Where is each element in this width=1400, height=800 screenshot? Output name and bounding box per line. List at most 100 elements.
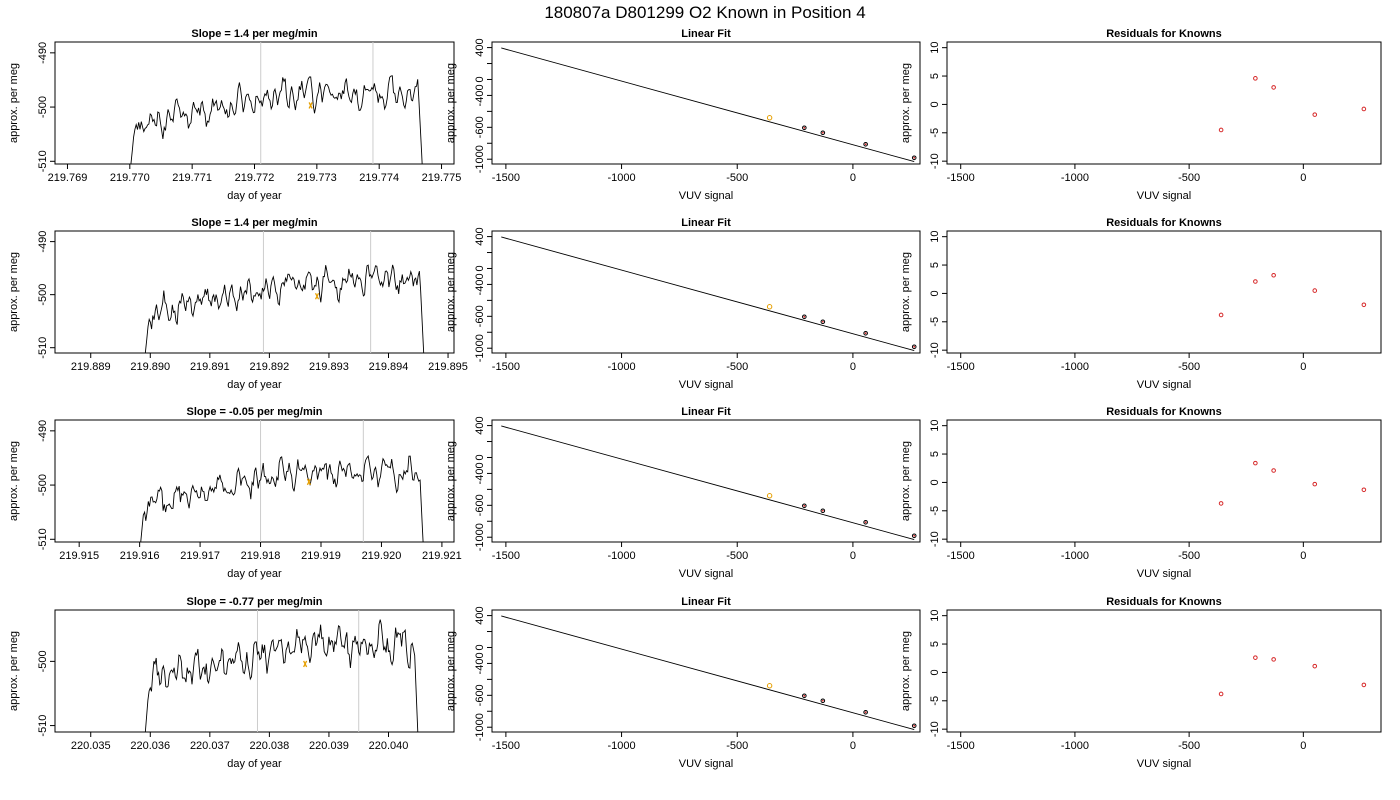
fit-point [863,142,868,147]
plot-area [140,420,424,542]
fit-point [911,723,917,729]
signal-trace [130,75,423,164]
x-tick-label: -1500 [492,550,520,562]
fit-point [820,698,826,704]
y-tick-label: -500 [37,650,49,672]
x-tick-label: 219.770 [110,172,150,184]
y-tick-label: 0 [474,76,486,82]
x-axis-label: VUV signal [679,758,733,770]
y-axis-label: approx. per meg [445,63,457,143]
fit-point [820,319,826,325]
x-tick-label: 0 [850,361,856,373]
x-tick-label: 219.773 [297,172,337,184]
y-tick-label: 400 [474,227,486,245]
fit-point-center [913,156,916,159]
x-tick-label: 219.895 [428,361,468,373]
x-tick-label: 219.772 [235,172,275,184]
x-tick-label: 219.889 [71,361,111,373]
residual-point [1218,312,1224,318]
sample-marker [306,478,311,486]
y-tick-label: -600 [474,684,486,706]
plot-frame [946,230,1382,354]
y-axis-label: approx. per meg [900,631,912,711]
plot-area [1218,655,1367,697]
plot-frame [946,41,1382,165]
panel-r4-c3: Residuals for Knowns -1500 -1000 -500 0 -10 -5… [900,596,1382,770]
y-tick-label: -490 [37,42,49,64]
x-tick-label: 219.769 [48,172,88,184]
residual-point [1271,657,1276,662]
y-tick-label: -400 [474,273,486,295]
y-tick-label: 10 [929,42,941,54]
y-tick-label: 400 [474,416,486,434]
residual-point [1271,468,1276,473]
y-tick-label: -1000 [474,334,486,362]
x-tick-label: -1000 [607,172,635,184]
x-tick-label: -1500 [492,172,520,184]
fit-point [766,304,773,310]
y-tick-label: -600 [474,494,486,516]
x-tick-label: -500 [726,172,748,184]
residual-point [1361,682,1367,688]
fit-point-center [803,694,806,697]
y-tick-label: -10 [929,721,941,737]
plot-frame [946,419,1382,543]
residual-point [1253,279,1258,284]
y-tick-label: -490 [37,231,49,253]
x-axis-label: VUV signal [1137,568,1191,580]
x-tick-label: 0 [850,550,856,562]
x-axis-label: VUV signal [679,568,733,580]
x-tick-label: 219.918 [241,550,281,562]
y-tick-label: 0 [929,290,941,296]
y-tick-label: 10 [929,231,941,243]
panel-r3-c3: Residuals for Knowns -1500 -1000 -500 0 -10 -5… [900,406,1382,580]
x-tick-label: 220.035 [71,740,111,752]
panel-r3-c2: Linear Fit -1500 -1000 -500 0 -1000 -600 -400 0 4… [445,406,921,580]
y-tick-label: 0 [929,101,941,107]
x-tick-label: 219.917 [180,550,220,562]
residual-point [1361,302,1367,308]
fit-point-center [913,724,916,727]
y-tick-label: -1000 [474,523,486,551]
x-tick-label: -1500 [947,550,975,562]
plot-area [1218,460,1367,506]
sample-marker [303,660,308,668]
y-axis-label: approx. per meg [8,252,20,332]
fit-point [911,533,917,539]
panel-title: Residuals for Knowns [1106,596,1222,608]
x-tick-label: 220.038 [250,740,290,752]
y-tick-label: -400 [474,462,486,484]
panel-r3-c1: Slope = -0.05 per meg/min 219.915 219.916 2… [8,406,462,580]
plot-frame [54,609,455,733]
y-tick-label: -400 [474,84,486,106]
x-axis-label: VUV signal [1137,758,1191,770]
panel-title: Residuals for Knowns [1106,28,1222,40]
fit-point-center [821,699,824,702]
residual-point [1271,85,1276,90]
x-axis-label: day of year [227,190,282,202]
x-tick-label: -500 [726,361,748,373]
fit-point [766,683,773,689]
y-tick-label: 5 [929,641,941,647]
x-tick-label: -1000 [1061,361,1089,373]
y-tick-label: -5 [929,317,941,327]
x-tick-label: -1500 [492,361,520,373]
x-tick-label: -1000 [1061,172,1089,184]
x-tick-label: -500 [1178,550,1200,562]
y-axis-label: approx. per meg [445,441,457,521]
y-tick-label: -500 [37,284,49,306]
x-tick-label: -1000 [607,361,635,373]
panel-title: Slope = 1.4 per meg/min [191,217,318,229]
x-tick-label: -500 [1178,740,1200,752]
fit-point [863,710,868,715]
x-tick-label: -1000 [607,550,635,562]
fit-point-center [864,143,867,146]
plot-frame [491,230,921,354]
y-tick-label: -600 [474,305,486,327]
y-tick-label: 0 [474,265,486,271]
residual-point [1312,288,1318,293]
y-tick-label: -510 [37,150,49,172]
x-tick-label: 219.894 [369,361,409,373]
residual-point [1218,691,1224,697]
panel-r1-c3: Residuals for Knowns -1500 -1000 -500 0 -10 -5… [900,28,1382,202]
